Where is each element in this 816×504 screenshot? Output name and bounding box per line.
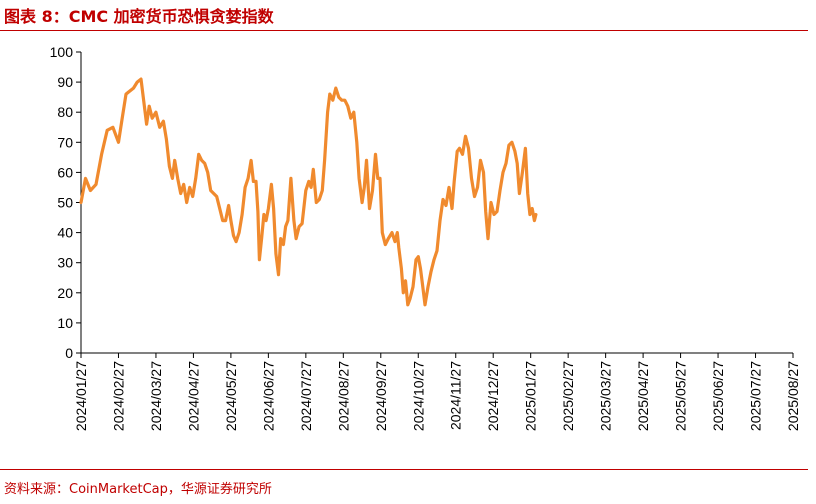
y-tick-label: 20 bbox=[57, 285, 73, 301]
x-tick-label: 2024/11/27 bbox=[448, 361, 464, 430]
source-note: 资料来源：CoinMarketCap，华源证券研究所 bbox=[4, 482, 272, 497]
x-tick-label: 2024/06/27 bbox=[260, 361, 276, 431]
x-tick-label: 2025/03/27 bbox=[598, 361, 614, 431]
series-layer bbox=[79, 77, 538, 307]
x-tick-label: 2024/02/27 bbox=[110, 361, 126, 431]
x-tick-label: 2025/05/27 bbox=[673, 361, 689, 431]
y-tick-label: 80 bbox=[57, 104, 73, 120]
y-tick-label: 70 bbox=[57, 134, 73, 150]
x-tick-label: 2024/05/27 bbox=[223, 361, 239, 431]
y-axis-ticks: 0 10 20 30 40 50 60 70 80 90 100 bbox=[50, 44, 81, 361]
y-tick-label: 0 bbox=[65, 345, 73, 361]
figure-title: 图表 8：CMC 加密货币恐惧贪婪指数 bbox=[4, 7, 274, 26]
title-rule bbox=[0, 30, 808, 31]
fear-greed-index-line bbox=[79, 77, 538, 307]
x-axis-ticks: 2024/01/27 2024/02/27 2024/03/27 2024/04/27… bbox=[73, 353, 801, 431]
x-tick-label: 2024/10/27 bbox=[410, 361, 426, 431]
x-tick-label: 2024/09/27 bbox=[373, 361, 389, 431]
x-tick-label: 2024/12/27 bbox=[485, 361, 501, 431]
y-tick-label: 50 bbox=[57, 195, 73, 211]
y-tick-label: 30 bbox=[57, 255, 73, 271]
x-tick-label: 2025/07/27 bbox=[748, 361, 764, 431]
x-tick-label: 2025/06/27 bbox=[710, 361, 726, 431]
x-tick-label: 2024/04/27 bbox=[185, 361, 201, 431]
line-chart: 0 10 20 30 40 50 60 70 80 90 100 2024/01/27 2024/02… bbox=[50, 44, 801, 431]
y-tick-label: 40 bbox=[57, 225, 73, 241]
x-tick-label: 2025/01/27 bbox=[523, 361, 539, 431]
x-tick-label: 2025/08/27 bbox=[785, 361, 801, 431]
y-tick-label: 60 bbox=[57, 164, 73, 180]
y-tick-label: 100 bbox=[50, 44, 74, 60]
x-tick-label: 2025/04/27 bbox=[635, 361, 651, 431]
x-tick-label: 2024/07/27 bbox=[298, 361, 314, 431]
y-tick-label: 90 bbox=[57, 74, 73, 90]
x-tick-label: 2025/02/27 bbox=[560, 361, 576, 431]
x-tick-label: 2024/08/27 bbox=[335, 361, 351, 431]
bottom-rule bbox=[0, 469, 808, 470]
x-tick-label: 2024/01/27 bbox=[73, 361, 89, 431]
x-tick-label: 2024/03/27 bbox=[148, 361, 164, 431]
y-tick-label: 10 bbox=[57, 315, 73, 331]
